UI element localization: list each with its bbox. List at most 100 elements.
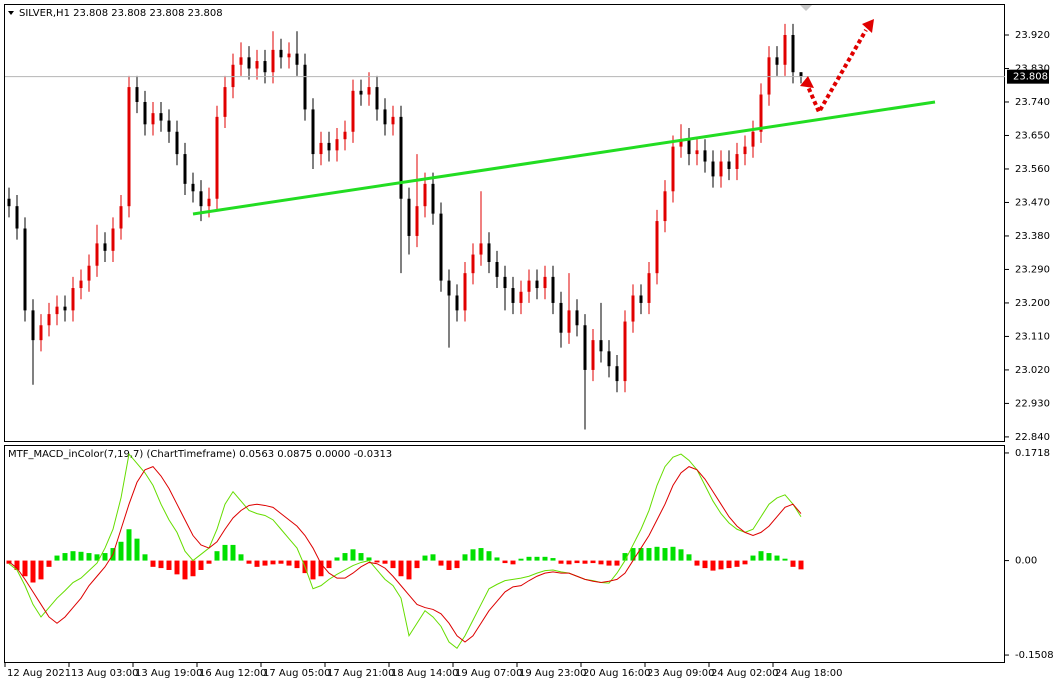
histogram-bar: [118, 541, 124, 561]
histogram-bar: [462, 554, 468, 561]
x-tick-label: 17 Aug 05:00: [263, 668, 330, 679]
candle-body: [143, 101, 147, 125]
histogram-bar: [534, 556, 540, 561]
histogram-bar: [702, 560, 708, 569]
candle-body: [15, 206, 19, 229]
histogram-bar: [446, 560, 452, 570]
candle-body: [519, 291, 523, 303]
histogram-bar: [734, 560, 740, 567]
candle-body: [279, 49, 283, 58]
candle-body: [783, 34, 787, 65]
menu-triangle[interactable]: [8, 11, 14, 15]
candle-body: [23, 228, 27, 311]
histogram-bar: [614, 560, 620, 566]
candle-body: [103, 243, 107, 251]
histogram-bar: [38, 560, 44, 580]
candle-body: [711, 161, 715, 177]
x-tick-label: 18 Aug 14:00: [391, 668, 458, 679]
candle-body: [655, 221, 659, 274]
histogram-bar: [710, 560, 716, 571]
histogram-bar: [678, 549, 684, 561]
x-tick-label: 12 Aug 2021: [7, 668, 71, 679]
histogram-bar: [542, 556, 548, 561]
histogram-bar: [782, 558, 788, 561]
histogram-bar: [798, 560, 804, 570]
histogram-bar: [550, 558, 556, 561]
candle-body: [327, 142, 331, 151]
y-tick-label: 22.840: [1015, 432, 1050, 443]
histogram-bar: [382, 560, 388, 564]
histogram-bar: [78, 551, 84, 561]
histogram-bar: [758, 551, 764, 561]
histogram-bar: [662, 548, 668, 561]
candle-body: [471, 254, 475, 274]
x-tick-label: 20 Aug 16:00: [583, 668, 650, 679]
candle-body: [391, 116, 395, 125]
histogram-bar: [214, 551, 220, 561]
histogram-bar: [422, 555, 428, 561]
candle-body: [447, 280, 451, 296]
histogram-bar: [598, 560, 604, 565]
histogram-bar: [742, 560, 748, 565]
candle-body: [79, 280, 83, 289]
histogram-bar: [454, 560, 460, 569]
histogram-bar: [374, 560, 380, 563]
candle-body: [631, 295, 635, 322]
histogram-bar: [750, 555, 756, 561]
y-tick-label: 0.00: [1015, 556, 1037, 567]
candle-body: [47, 314, 51, 326]
candle-body: [175, 131, 179, 155]
candle-body: [199, 191, 203, 207]
histogram-bar: [326, 560, 332, 569]
histogram-bar: [150, 560, 156, 567]
candle-body: [503, 276, 507, 289]
candle-body: [511, 288, 515, 303]
histogram-bar: [126, 529, 132, 561]
candle-body: [407, 198, 411, 236]
candle-body: [191, 183, 195, 192]
candle-body: [751, 131, 755, 147]
histogram-bar: [270, 560, 276, 565]
histogram-bar: [350, 549, 356, 561]
x-tick-label: 19 Aug 23:00: [519, 668, 586, 679]
histogram-bar: [102, 553, 108, 561]
histogram-bar: [494, 557, 500, 561]
histogram-bar: [222, 544, 228, 561]
candle-body: [255, 61, 259, 69]
candle-body: [351, 90, 355, 132]
last-price-label: 23.808: [1013, 72, 1048, 83]
y-tick-label: 22.930: [1015, 398, 1050, 409]
histogram-bar: [686, 554, 692, 561]
candle-body: [647, 273, 651, 303]
candle-body: [31, 310, 35, 341]
histogram-bar: [86, 553, 92, 561]
candle-body: [311, 109, 315, 155]
candle-body: [223, 87, 227, 117]
y-tick-label: 23.920: [1015, 30, 1050, 41]
y-tick-label: 23.200: [1015, 298, 1050, 309]
histogram-bar: [310, 560, 316, 580]
macd-line: [8, 466, 802, 643]
candle-body: [583, 325, 587, 370]
candle-body: [127, 87, 131, 207]
plot: 23.920 23.830 23.740 23.650 23.560 23.470 23.3…: [4, 23, 1053, 679]
candle-body: [119, 206, 123, 229]
histogram-bar: [262, 560, 268, 566]
histogram-bar: [62, 553, 68, 561]
candle-body: [335, 139, 339, 151]
candle-body: [431, 183, 435, 214]
candle-body: [495, 262, 499, 277]
histogram-bar: [630, 548, 636, 561]
histogram-bar: [182, 560, 188, 580]
chart-title: SILVER,H1 23.808 23.808 23.808 23.808: [19, 8, 223, 19]
candle-body: [551, 276, 555, 303]
histogram-bar: [774, 555, 780, 561]
candle-body: [767, 57, 771, 95]
candle-body: [263, 61, 267, 73]
histogram-bar: [430, 554, 436, 561]
y-tick-label: -0.1508: [1015, 650, 1053, 661]
histogram-bar: [646, 548, 652, 561]
candle-body: [439, 213, 443, 281]
candle-body: [743, 146, 747, 155]
candle-body: [479, 243, 483, 255]
